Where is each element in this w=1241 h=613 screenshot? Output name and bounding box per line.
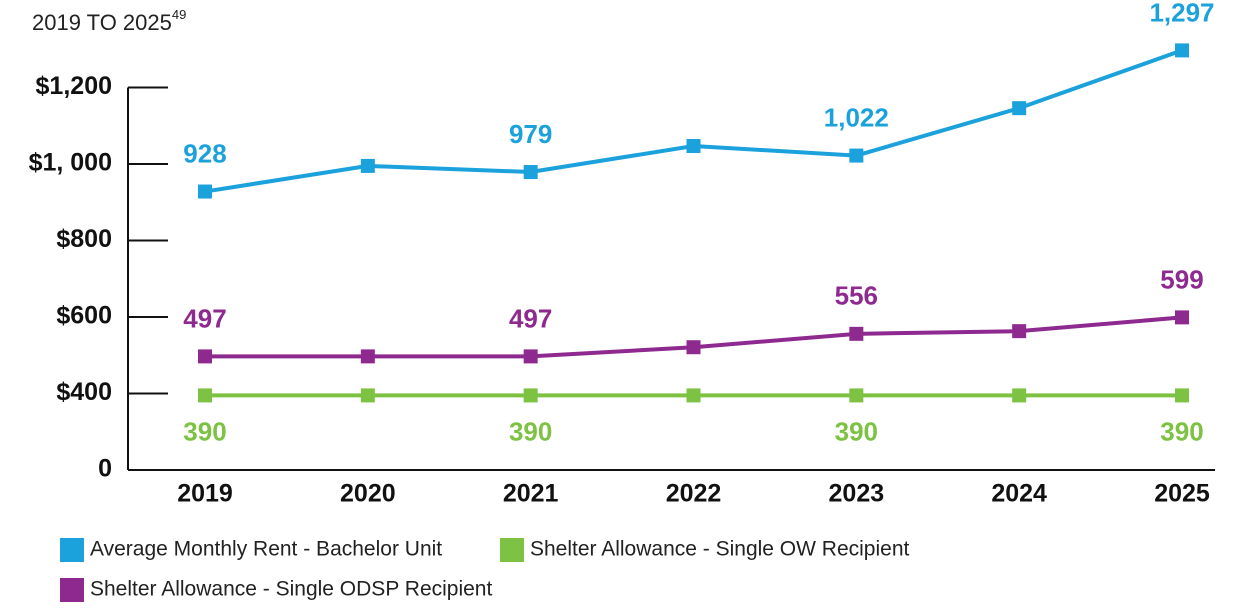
series-line	[204, 48, 1183, 194]
point	[198, 388, 212, 403]
point	[1012, 101, 1027, 116]
point	[360, 349, 375, 364]
value-label: 599	[1160, 264, 1203, 294]
point	[523, 388, 538, 403]
point	[1175, 43, 1189, 58]
point	[523, 349, 538, 364]
point	[198, 349, 212, 364]
value-label: 390	[1160, 416, 1203, 446]
x-tick-label: 2023	[829, 480, 885, 508]
value-label: 928	[183, 138, 226, 168]
legend-swatch	[60, 578, 84, 602]
value-label: 390	[509, 416, 552, 446]
value-label: 390	[835, 416, 878, 446]
y-tick-label: $600	[56, 302, 112, 330]
point	[686, 139, 701, 154]
x-tick-label: 2025	[1154, 480, 1210, 508]
x-tick-label: 2021	[503, 480, 559, 508]
y-tick-label: $400	[56, 378, 112, 406]
point	[849, 326, 864, 341]
point	[1175, 310, 1189, 325]
value-label: 556	[835, 281, 878, 311]
y-tick-label: $1, 000	[29, 149, 112, 177]
point	[360, 158, 375, 173]
x-tick-label: 2020	[340, 480, 396, 508]
legend-swatch	[500, 538, 524, 562]
value-label: 1,297	[1149, 0, 1214, 27]
legend-swatch	[60, 538, 84, 562]
point	[1175, 388, 1189, 403]
value-label: 390	[183, 416, 226, 446]
y-tick-label: $800	[56, 225, 112, 253]
point	[1012, 324, 1027, 339]
point	[360, 388, 375, 403]
value-label: 1,022	[824, 102, 889, 132]
chart-title: 2019 TO 202549	[32, 7, 186, 34]
legend-label: Shelter Allowance - Single OW Recipient	[530, 538, 910, 561]
point	[849, 388, 864, 403]
point	[849, 148, 864, 163]
x-tick-label: 2019	[177, 480, 233, 508]
point	[523, 165, 538, 180]
title-text: 2019 TO 2025	[32, 10, 172, 35]
x-tick-label: 2022	[666, 480, 722, 508]
y-tick-label: 0	[98, 455, 112, 483]
point	[686, 388, 701, 403]
x-tick-label: 2024	[991, 480, 1047, 508]
legend-label: Average Monthly Rent - Bachelor Unit	[90, 538, 442, 561]
value-label: 497	[183, 303, 226, 333]
value-label: 497	[509, 303, 552, 333]
point	[198, 184, 212, 199]
value-label: 979	[509, 119, 552, 149]
title-superscript: 49	[172, 7, 186, 22]
legend-label: Shelter Allowance - Single ODSP Recipien…	[90, 578, 492, 601]
point	[686, 340, 701, 355]
point	[1012, 388, 1027, 403]
y-tick-label: $1,200	[36, 72, 112, 100]
